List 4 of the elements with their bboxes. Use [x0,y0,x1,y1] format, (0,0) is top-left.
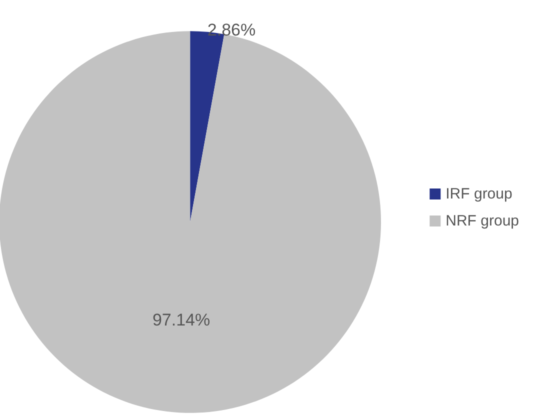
data-label: 2.86% [207,20,256,40]
data-label: 97.14% [152,310,210,330]
legend-label: IRF group [446,186,512,202]
legend-label: NRF group [446,212,519,230]
